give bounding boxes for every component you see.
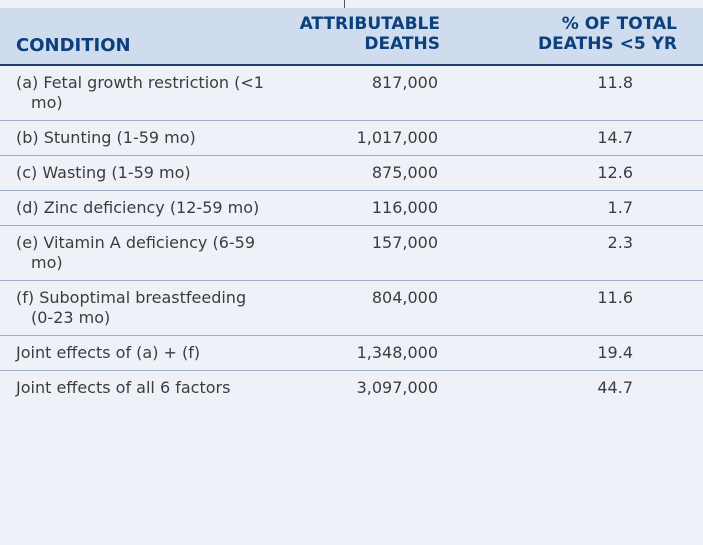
header-pct-line2: DEATHS <5 YR <box>538 34 677 54</box>
row-percent: 12.6 <box>492 155 703 191</box>
row-condition: (a) Fetal growth restriction (<1 mo) <box>0 64 283 121</box>
table-body: (a) Fetal growth restriction (<1 mo) 817… <box>0 64 703 405</box>
row-deaths: 116,000 <box>283 190 492 226</box>
row-condition: (b) Stunting (1-59 mo) <box>0 120 283 156</box>
row-deaths: 875,000 <box>283 155 492 191</box>
header-attributable-deaths: ATTRIBUTABLE DEATHS <box>283 8 492 65</box>
row-percent: 2.3 <box>492 225 703 281</box>
row-percent: 44.7 <box>492 370 703 405</box>
row-condition: (d) Zinc deficiency (12-59 mo) <box>0 190 283 226</box>
header-condition: CONDITION <box>0 8 283 65</box>
header-deaths-line2: DEATHS <box>364 34 440 54</box>
row-percent: 11.6 <box>492 280 703 336</box>
table-row: (e) Vitamin A deficiency (6-59 mo) 157,0… <box>0 225 703 281</box>
table-row: Joint effects of (a) + (f) 1,348,000 19.… <box>0 335 703 371</box>
header-pct-line1: % OF TOTAL <box>561 14 677 34</box>
deaths-table: CONDITION ATTRIBUTABLE DEATHS % OF TOTAL… <box>0 8 703 405</box>
row-deaths: 817,000 <box>283 64 492 121</box>
row-percent: 14.7 <box>492 120 703 156</box>
header-deaths-line1: ATTRIBUTABLE <box>299 14 440 34</box>
column-divider-tick <box>344 0 345 8</box>
table-row: (f) Suboptimal breastfeeding (0-23 mo) 8… <box>0 280 703 336</box>
row-condition: Joint effects of (a) + (f) <box>0 335 283 371</box>
row-percent: 19.4 <box>492 335 703 371</box>
row-condition: (e) Vitamin A deficiency (6-59 mo) <box>0 225 283 281</box>
row-condition: (c) Wasting (1-59 mo) <box>0 155 283 191</box>
row-percent: 11.8 <box>492 64 703 121</box>
row-deaths: 1,017,000 <box>283 120 492 156</box>
header-percent-total: % OF TOTAL DEATHS <5 YR <box>492 8 703 65</box>
table-row: (b) Stunting (1-59 mo) 1,017,000 14.7 <box>0 120 703 156</box>
table-row: (d) Zinc deficiency (12-59 mo) 116,000 1… <box>0 190 703 226</box>
table-row: Joint effects of all 6 factors 3,097,000… <box>0 370 703 405</box>
row-condition: (f) Suboptimal breastfeeding (0-23 mo) <box>0 280 283 336</box>
row-deaths: 1,348,000 <box>283 335 492 371</box>
table-row: (c) Wasting (1-59 mo) 875,000 12.6 <box>0 155 703 191</box>
header-row: CONDITION ATTRIBUTABLE DEATHS % OF TOTAL… <box>0 8 703 65</box>
table-header: CONDITION ATTRIBUTABLE DEATHS % OF TOTAL… <box>0 8 703 65</box>
row-condition: Joint effects of all 6 factors <box>0 370 283 405</box>
row-percent: 1.7 <box>492 190 703 226</box>
row-deaths: 157,000 <box>283 225 492 281</box>
row-deaths: 804,000 <box>283 280 492 336</box>
table-row: (a) Fetal growth restriction (<1 mo) 817… <box>0 64 703 121</box>
row-deaths: 3,097,000 <box>283 370 492 405</box>
